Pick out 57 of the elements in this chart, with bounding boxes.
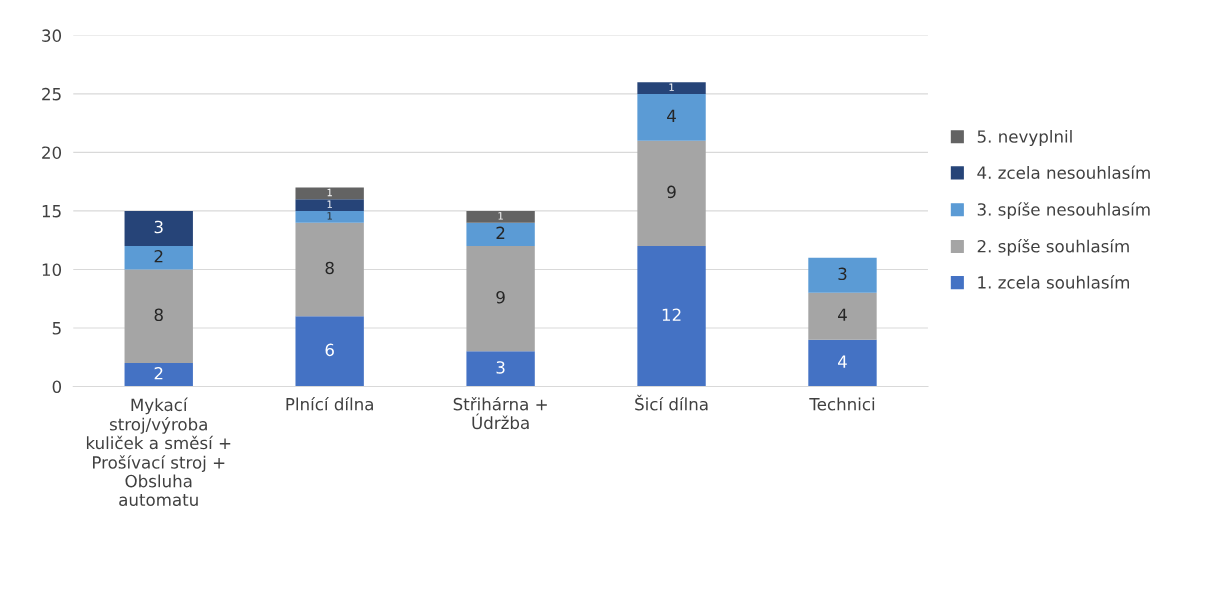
bar bbox=[808, 339, 877, 387]
y-tick-label: 5 bbox=[52, 322, 61, 335]
y-tick-label: 25 bbox=[42, 87, 61, 101]
data-label: 9 bbox=[667, 185, 676, 199]
data-label: 8 bbox=[154, 308, 163, 322]
bar bbox=[466, 210, 535, 223]
bar bbox=[637, 140, 706, 247]
data-label: 2 bbox=[154, 249, 163, 263]
data-label: 9 bbox=[496, 290, 505, 304]
bar bbox=[295, 222, 364, 317]
bar bbox=[637, 82, 706, 94]
data-label: 2 bbox=[496, 226, 505, 239]
bar bbox=[466, 246, 535, 352]
x-tick-label: Šicí dílna bbox=[635, 394, 708, 411]
bar bbox=[295, 187, 364, 200]
legend-label: 1. zcela souhlasím bbox=[978, 275, 1129, 289]
bar bbox=[124, 269, 193, 364]
data-label: 4 bbox=[667, 109, 676, 122]
data-label: 1 bbox=[498, 212, 503, 220]
y-tick-label: 15 bbox=[42, 205, 61, 218]
bar bbox=[124, 210, 193, 247]
bar bbox=[466, 351, 535, 387]
bar bbox=[466, 222, 535, 247]
y-tick-label: 20 bbox=[42, 146, 62, 159]
bar bbox=[295, 316, 364, 387]
data-label: 1 bbox=[327, 212, 332, 220]
data-label: 12 bbox=[662, 308, 681, 321]
legend-label: 5. nevyplnil bbox=[977, 129, 1072, 147]
legend-label: 4. zcela nesouhlasím bbox=[977, 165, 1150, 179]
y-tick-label: 0 bbox=[52, 380, 62, 394]
data-label: 1 bbox=[327, 200, 332, 208]
data-label: 3 bbox=[496, 361, 505, 374]
x-tick-label: Plnící dílna bbox=[286, 396, 373, 411]
y-tick-label: 30 bbox=[42, 29, 62, 42]
bar bbox=[637, 93, 706, 141]
data-label: 2 bbox=[154, 366, 163, 380]
bar bbox=[124, 246, 193, 270]
data-label: 3 bbox=[154, 220, 163, 234]
bar bbox=[808, 257, 877, 293]
data-label: 8 bbox=[325, 261, 334, 275]
x-tick-label: Mykací stroj/výroba kuliček a směsí + Prošívací stroj + Obsluha automatu bbox=[86, 397, 231, 507]
legend-label: 2. spíše souhlasím bbox=[977, 238, 1129, 256]
bar bbox=[295, 199, 364, 211]
data-label: 1 bbox=[669, 83, 674, 91]
data-label: 4 bbox=[838, 308, 847, 321]
data-label: 6 bbox=[325, 343, 334, 357]
x-tick-label: Střihárna + Údržba bbox=[453, 396, 547, 430]
data-label: 1 bbox=[327, 188, 332, 197]
bar bbox=[295, 210, 364, 223]
bar bbox=[637, 246, 706, 387]
legend-label: 3. spíše nesouhlasím bbox=[977, 202, 1150, 219]
bar bbox=[808, 292, 877, 340]
bar bbox=[124, 363, 193, 387]
data-label: 4 bbox=[838, 355, 847, 368]
x-tick-label: Technici bbox=[809, 397, 875, 411]
y-tick-label: 10 bbox=[42, 263, 62, 276]
data-label: 3 bbox=[838, 267, 847, 281]
